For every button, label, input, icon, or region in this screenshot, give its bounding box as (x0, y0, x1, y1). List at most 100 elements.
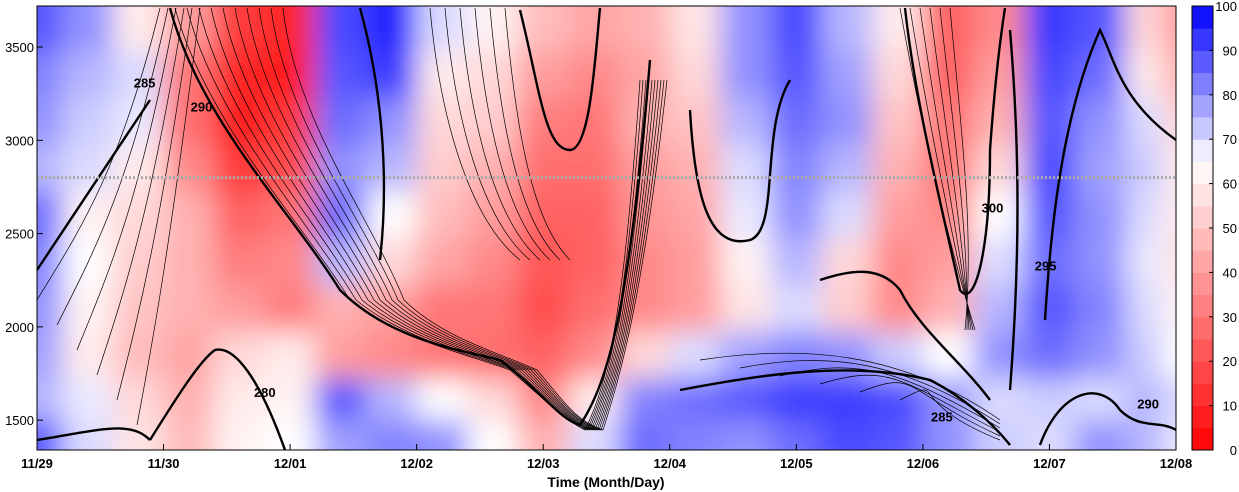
contour-label: 290 (191, 100, 213, 115)
field-cell (416, 191, 469, 240)
contour-line-bold (1038, 392, 1176, 446)
field-cell (264, 284, 317, 333)
field-cell (214, 238, 266, 286)
field-cell (163, 145, 216, 193)
field-cell (771, 145, 823, 193)
field-cell (568, 191, 621, 240)
contour-line (459, 7, 541, 261)
field-cell (37, 98, 64, 146)
contour-label: 280 (254, 385, 276, 400)
field-cell (922, 98, 975, 146)
field-cell (973, 378, 1026, 422)
contour-label: 290 (1137, 396, 1159, 411)
field-cell (669, 98, 722, 146)
field-cell (1163, 51, 1176, 100)
contour-line (779, 367, 1001, 429)
field-cell (264, 378, 317, 422)
field-cell (416, 145, 469, 193)
contour-line (929, 7, 970, 331)
field-cell (872, 6, 924, 53)
field-cell (1024, 284, 1076, 333)
contour-line (76, 7, 177, 351)
field-cell (467, 6, 519, 53)
field-cell (37, 331, 64, 380)
contour-label: 300 (982, 200, 1004, 215)
field-cell (669, 420, 722, 450)
field-cell (872, 145, 924, 193)
field-cell (1163, 238, 1176, 286)
field-cell (720, 51, 772, 100)
field-cell (37, 6, 64, 53)
field-cell (1163, 6, 1176, 53)
contour-line (282, 7, 668, 431)
x-tick-label: 12/07 (1033, 456, 1066, 471)
field-cell (214, 51, 266, 100)
field-cell (214, 420, 266, 450)
contour-line (96, 7, 185, 376)
field-cell (315, 98, 367, 146)
field-cell (366, 331, 418, 380)
field-cell (1163, 145, 1176, 193)
field-cell (720, 238, 772, 286)
x-tick-label: 12/01 (274, 456, 307, 471)
field-cell (922, 145, 975, 193)
colorbar-band (1192, 6, 1213, 29)
field-cell (669, 238, 722, 286)
field-cell (720, 284, 772, 333)
field-cell (872, 238, 924, 286)
field-cell (517, 284, 570, 333)
plot-area: 285 290 280 300 295 285 290 (36, 5, 1177, 451)
contour-line (136, 7, 201, 426)
field-cell (467, 98, 519, 146)
contour-line (198, 7, 647, 431)
colorbar-ticks: 0 10 20 30 40 50 60 70 80 90 100 (1209, 0, 1237, 458)
contour-label: 285 (134, 75, 156, 90)
field-cell (366, 145, 418, 193)
contour-line (37, 7, 161, 301)
field-cell (112, 145, 165, 193)
field-cell (37, 191, 64, 240)
field-cell (1074, 98, 1127, 146)
contour-line-bold (37, 99, 151, 271)
field-cell (872, 284, 924, 333)
field-cell (821, 98, 874, 146)
field-cell (1074, 284, 1127, 333)
field-cell (62, 378, 114, 422)
field-cell (771, 6, 823, 53)
field-cell (1074, 145, 1127, 193)
field-cell (62, 145, 114, 193)
field-cell (1125, 6, 1165, 53)
colorbar-band (1192, 183, 1213, 207)
x-tick-label: 12/04 (654, 456, 687, 471)
contour-line (819, 374, 1001, 433)
field-cell (264, 238, 317, 286)
field-cell (62, 6, 114, 53)
field-cell (467, 284, 519, 333)
field-cell (214, 191, 266, 240)
contour-line (489, 7, 561, 261)
field-cell (467, 51, 519, 100)
field-cell (568, 6, 621, 53)
x-axis-label: Time (Month/Day) (547, 474, 664, 490)
field-cell (112, 378, 165, 422)
field-cell (568, 284, 621, 333)
field-cell (1024, 331, 1076, 380)
field-cell (669, 6, 722, 53)
contour-line (210, 7, 650, 431)
colorbar-tick-label: 0 (1230, 443, 1237, 458)
field-cell (112, 191, 165, 240)
x-tick-label: 12/05 (780, 456, 813, 471)
x-tick-label: 12/02 (400, 456, 433, 471)
field-cell (366, 6, 418, 53)
contour-line (258, 7, 662, 431)
contour-line-bold (1043, 27, 1176, 321)
field-cell (264, 331, 317, 380)
field-cell (1125, 51, 1165, 100)
colorbar-tick-label: 100 (1215, 0, 1237, 14)
colorbar-tick-label: 70 (1223, 132, 1237, 147)
field-cell (1125, 378, 1165, 422)
contour-line-bold (688, 79, 792, 243)
field-cell (264, 6, 317, 53)
field-cell (214, 331, 266, 380)
field-cell (1074, 238, 1127, 286)
